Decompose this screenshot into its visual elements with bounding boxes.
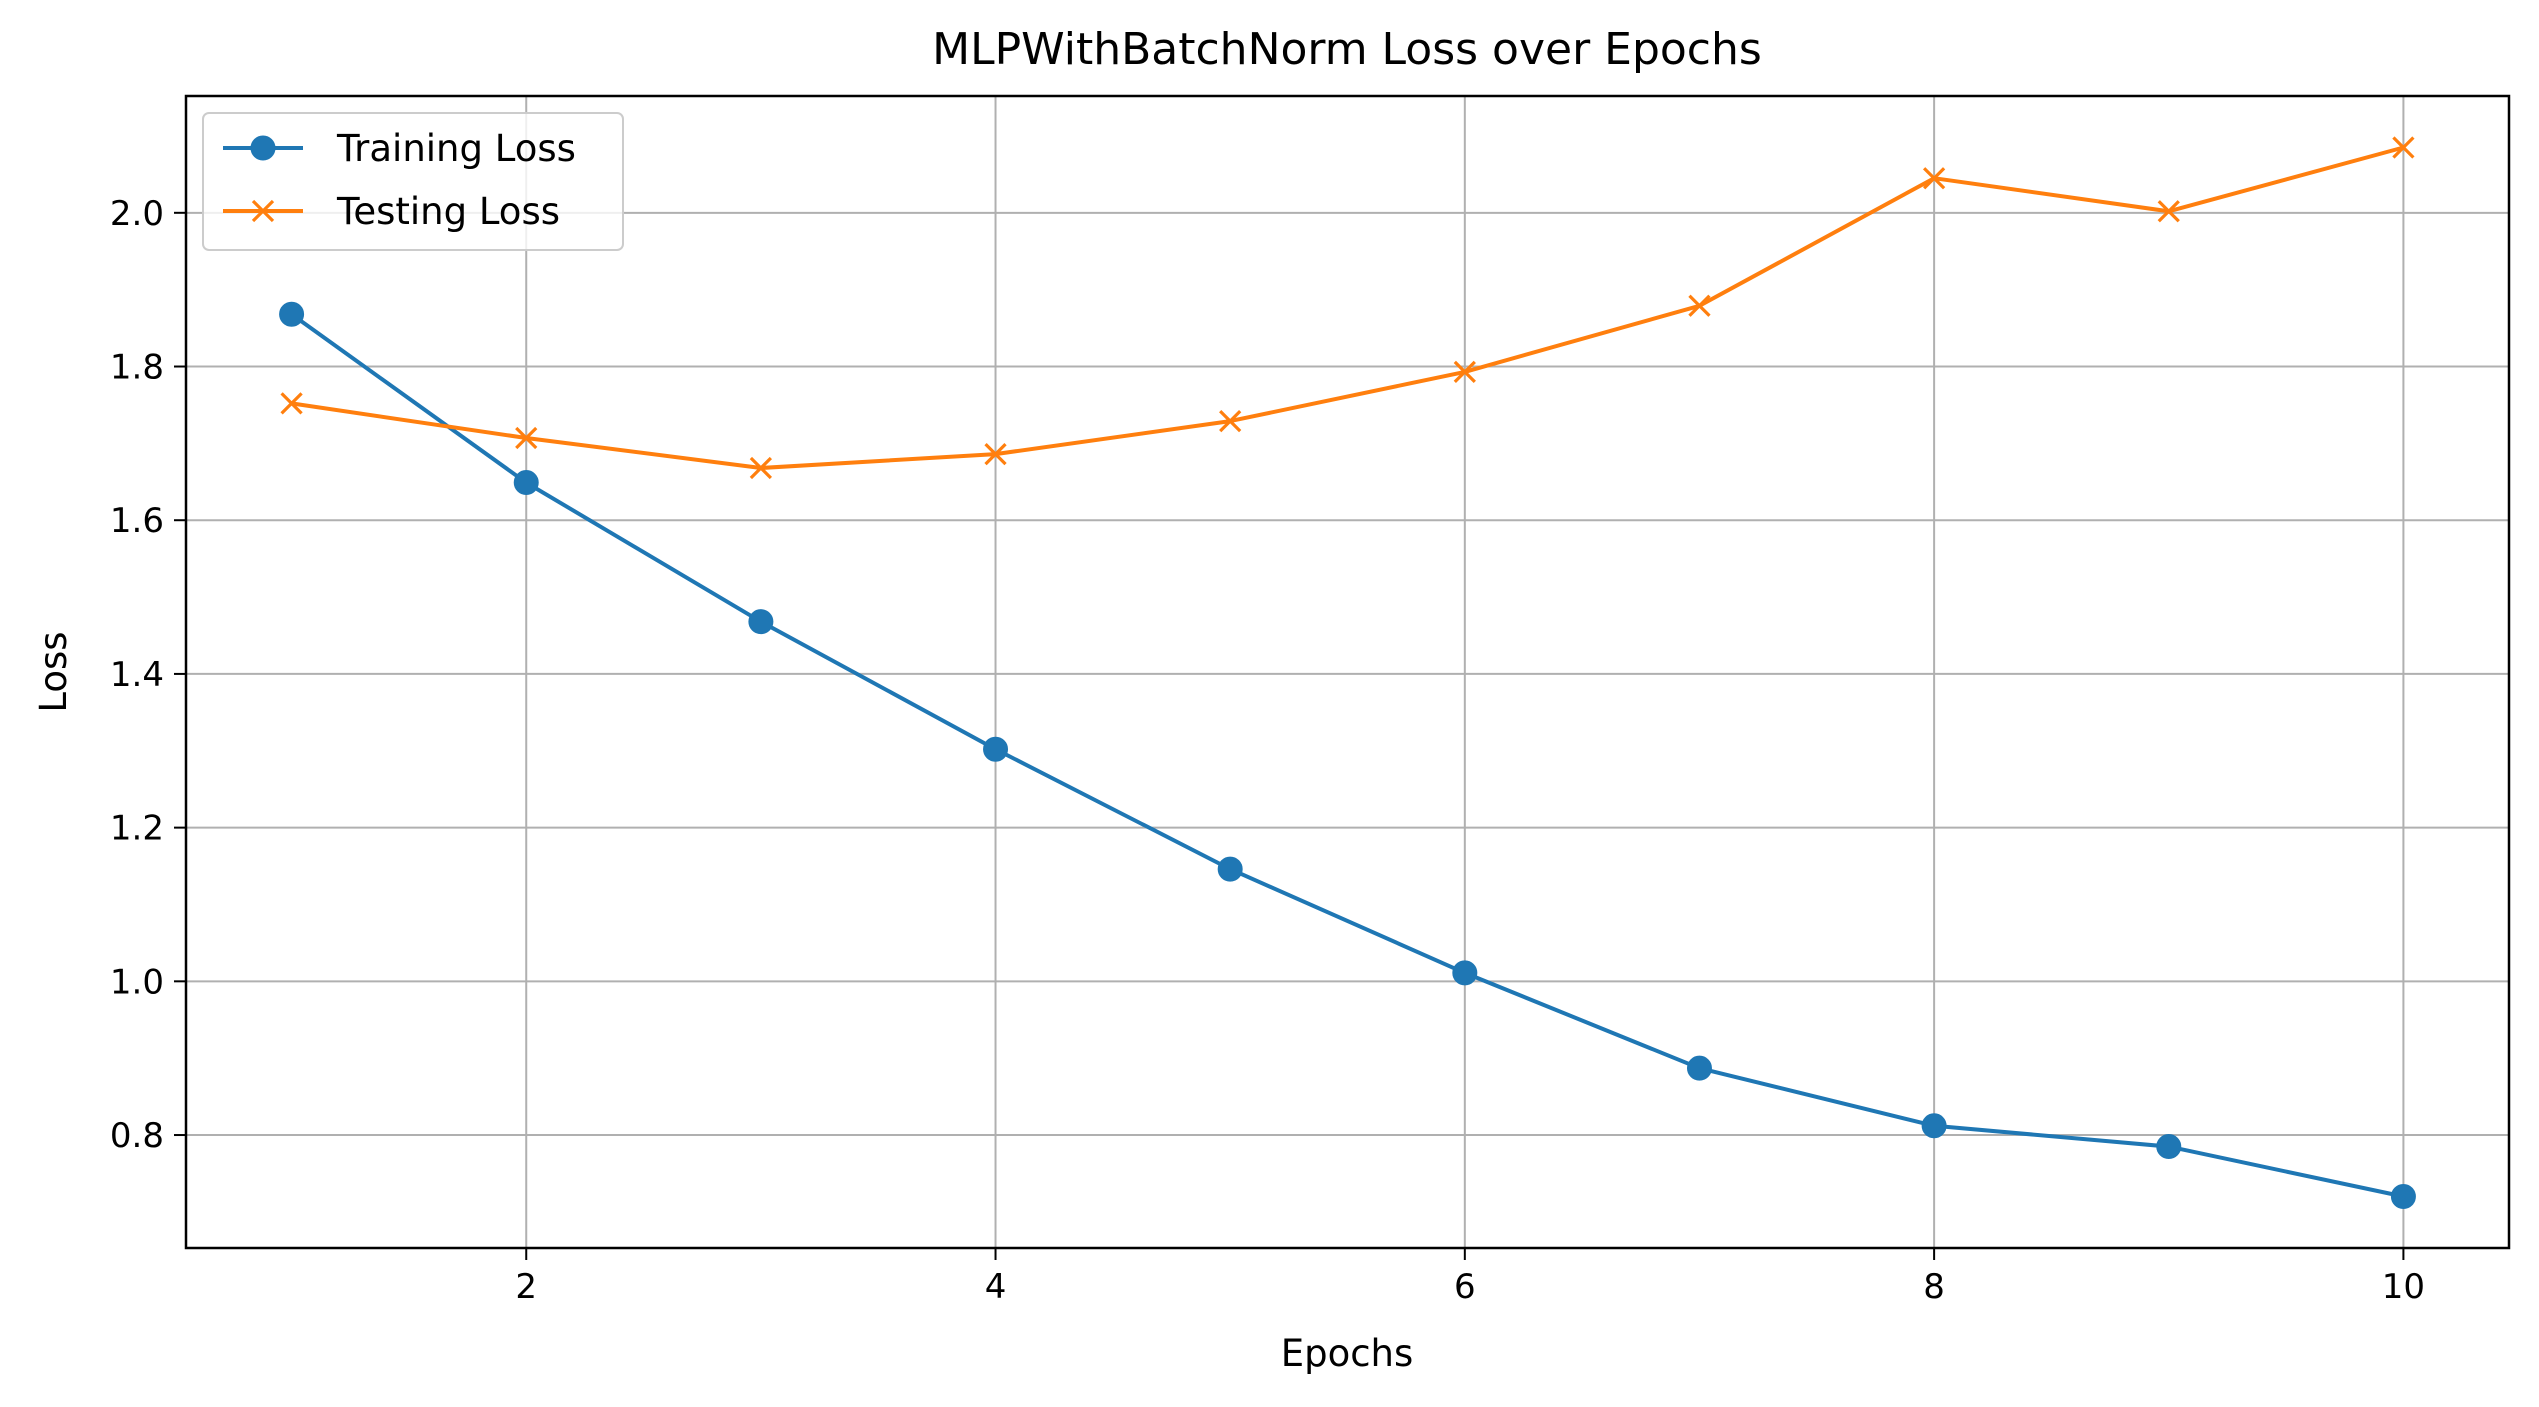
x-tick-label: 4 <box>985 1267 1007 1307</box>
y-axis-label: Loss <box>32 631 75 712</box>
testing-loss-point <box>280 392 303 415</box>
y-tick-label: 0.8 <box>110 1116 164 1156</box>
testing-loss-point <box>1219 409 1242 433</box>
legend-entry-testing-loss: Testing Loss <box>223 190 560 233</box>
testing-loss-point <box>2392 136 2415 159</box>
y-tick-label: 2.0 <box>110 194 164 234</box>
testing-loss-series <box>280 136 2415 480</box>
training-loss-point <box>1686 1055 1712 1081</box>
x-tick-label: 6 <box>1454 1267 1476 1307</box>
training-loss-series <box>279 301 2416 1210</box>
legend-label: Testing Loss <box>336 190 560 233</box>
training-loss-line <box>290 312 2404 1199</box>
training-loss-point <box>983 736 1009 762</box>
y-tick-label: 1.8 <box>110 348 164 388</box>
testing-loss-point <box>515 426 538 450</box>
legend-marker <box>251 199 275 223</box>
y-tick-label: 1.4 <box>110 655 164 695</box>
chart-title: MLPWithBatchNorm Loss over Epochs <box>932 24 1762 75</box>
training-loss-point <box>2390 1184 2416 1210</box>
testing-loss-line <box>291 145 2404 470</box>
axis-ticks: 2 4 6 8 10 0.8 1.0 1.2 1.4 1.6 1.8 2.0 <box>110 194 2425 1307</box>
x-tick-label: 8 <box>1923 1267 1945 1307</box>
legend: Training Loss Testing Loss <box>202 112 624 251</box>
legend-box <box>202 112 624 251</box>
x-tick-label: 2 <box>515 1267 537 1307</box>
x-axis-label: Epochs <box>1281 1332 1414 1375</box>
training-loss-point <box>2156 1134 2182 1160</box>
testing-loss-point <box>984 442 1007 466</box>
testing-loss-point <box>1453 360 1476 384</box>
training-loss-point <box>513 470 539 496</box>
testing-loss-point <box>1688 294 1711 317</box>
legend-entry-training-loss: Training Loss <box>223 127 576 170</box>
data-series <box>279 136 2416 1210</box>
plot-frame <box>184 94 2511 1250</box>
y-tick-label: 1.6 <box>110 501 164 541</box>
testing-loss-point <box>749 456 773 480</box>
legend-label: Training Loss <box>336 127 576 170</box>
training-loss-point <box>1921 1113 1947 1139</box>
y-tick-label: 1.0 <box>110 962 164 1002</box>
training-loss-point <box>279 301 305 327</box>
legend-marker <box>250 135 276 161</box>
testing-loss-point <box>2157 200 2180 223</box>
training-loss-point <box>748 609 774 635</box>
training-loss-point <box>1217 856 1243 882</box>
x-tick-label: 10 <box>2382 1267 2425 1307</box>
y-tick-label: 1.2 <box>110 809 164 849</box>
testing-loss-point <box>1922 167 1946 190</box>
grid-lines <box>186 96 2509 1248</box>
training-loss-point <box>1452 960 1478 986</box>
